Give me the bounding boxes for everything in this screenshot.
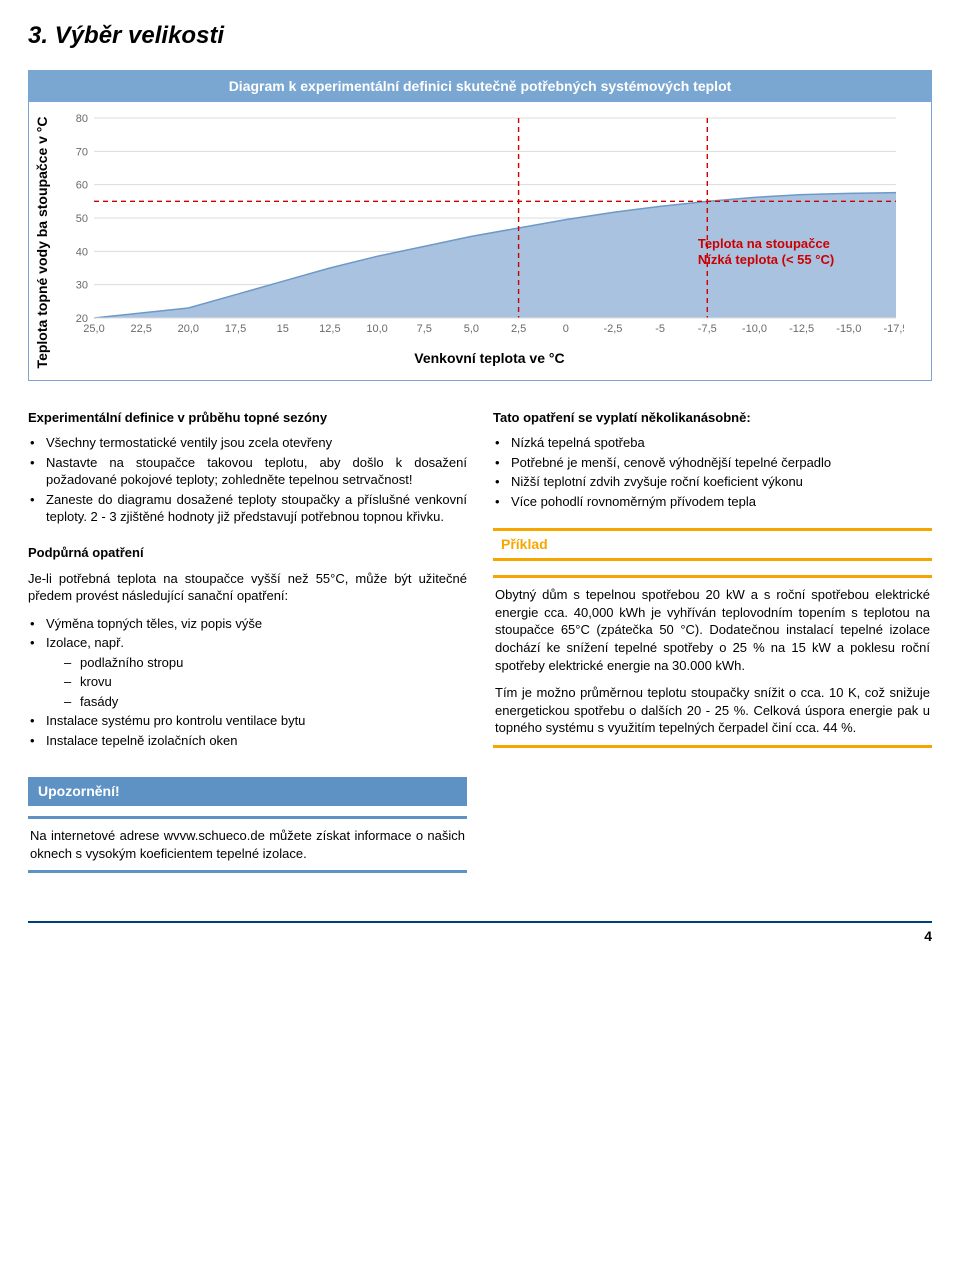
sub-list-item: krovu (64, 673, 467, 691)
chart-container: Diagram k experimentální definici skuteč… (28, 70, 932, 380)
svg-text:-10,0: -10,0 (742, 323, 767, 335)
svg-text:10,0: 10,0 (366, 323, 387, 335)
list-item: Nízká tepelná spotřeba (493, 434, 932, 452)
svg-text:12,5: 12,5 (319, 323, 340, 335)
sub-list: podlažního stropukrovu fasády (46, 654, 467, 711)
left-heading-2: Podpůrná opatření (28, 544, 467, 562)
notice-label: Upozornění! (28, 777, 467, 806)
list-item: Výměna topných těles, viz popis výše (28, 615, 467, 633)
svg-text:7,5: 7,5 (416, 323, 431, 335)
list-item: Více pohodlí rovnoměrným přívodem tepla (493, 493, 932, 511)
list-item: Instalace tepelně izolačních oken (28, 732, 467, 750)
sub-list-item: fasády (64, 693, 467, 711)
svg-text:0: 0 (563, 323, 569, 335)
svg-text:30: 30 (76, 280, 88, 292)
svg-text:22,5: 22,5 (130, 323, 151, 335)
page-number: 4 (924, 928, 932, 944)
svg-text:Teplota na stoupačce: Teplota na stoupačce (698, 236, 830, 251)
example-label: Příklad (493, 528, 932, 561)
svg-text:5,0: 5,0 (464, 323, 479, 335)
svg-text:60: 60 (76, 180, 88, 192)
right-column: Tato opatření se vyplatí několikanásobně… (493, 409, 932, 874)
list-item: Zaneste do diagramu dosažené teploty sto… (28, 491, 467, 526)
svg-text:70: 70 (76, 147, 88, 159)
svg-text:20,0: 20,0 (178, 323, 199, 335)
sub-list-item: podlažního stropu (64, 654, 467, 672)
list-item: Potřebné je menší, cenově výhodnější tep… (493, 454, 932, 472)
chart-x-axis-label: Venkovní teplota ve °C (54, 345, 925, 376)
svg-text:-2,5: -2,5 (603, 323, 622, 335)
content-columns: Experimentální definice v průběhu topné … (28, 409, 932, 874)
chart-svg: 20304050607080Teplota na stoupačceNízká … (54, 110, 904, 340)
svg-text:-12,5: -12,5 (789, 323, 814, 335)
svg-text:-7,5: -7,5 (698, 323, 717, 335)
left-bullets-2: Výměna topných těles, viz popis výšeIzol… (28, 615, 467, 750)
svg-text:40: 40 (76, 247, 88, 259)
left-para-2: Je-li potřebná teplota na stoupačce vyšš… (28, 570, 467, 605)
svg-text:Nízká teplota (< 55 °C): Nízká teplota (< 55 °C) (698, 252, 834, 267)
chart-title: Diagram k experimentální definici skuteč… (29, 71, 931, 102)
chart-y-axis-label: Teplota topné vody ba stoupačce v °C (31, 110, 54, 375)
notice-callout: Upozornění! (28, 777, 467, 806)
notice-box: Na internetové adrese wvvw.schueco.de mů… (28, 816, 467, 873)
svg-text:-5: -5 (655, 323, 665, 335)
list-item: Všechny termostatické ventily jsou zcela… (28, 434, 467, 452)
svg-text:2,5: 2,5 (511, 323, 526, 335)
page-footer: 4 (28, 921, 932, 946)
svg-text:25,0: 25,0 (83, 323, 104, 335)
example-callout: Příklad (493, 528, 932, 561)
svg-text:50: 50 (76, 213, 88, 225)
example-box: Obytný dům s tepelnou spotřebou 20 kW a … (493, 575, 932, 747)
left-heading-1: Experimentální definice v průběhu topné … (28, 409, 467, 427)
example-para-1: Obytný dům s tepelnou spotřebou 20 kW a … (495, 586, 930, 674)
example-para-2: Tím je možno průměrnou teplotu stoupačky… (495, 684, 930, 737)
left-column: Experimentální definice v průběhu topné … (28, 409, 467, 874)
svg-text:-17,5: -17,5 (883, 323, 904, 335)
list-item: Nižší teplotní zdvih zvyšuje roční koefi… (493, 473, 932, 491)
list-item: Izolace, např.podlažního stropukrovufasá… (28, 634, 467, 710)
svg-text:17,5: 17,5 (225, 323, 246, 335)
list-item: Nastavte na stoupačce takovou teplotu, a… (28, 454, 467, 489)
section-title: 3. Výběr velikosti (28, 20, 932, 52)
svg-text:15: 15 (276, 323, 288, 335)
left-bullets-1: Všechny termostatické ventily jsou zcela… (28, 434, 467, 526)
list-item: Instalace systému pro kontrolu ventilace… (28, 712, 467, 730)
right-bullets-1: Nízká tepelná spotřeba Potřebné je menší,… (493, 434, 932, 510)
right-heading-1: Tato opatření se vyplatí několikanásobně… (493, 409, 932, 427)
svg-text:80: 80 (76, 113, 88, 125)
notice-text: Na internetové adrese wvvw.schueco.de mů… (30, 827, 465, 862)
svg-text:-15,0: -15,0 (836, 323, 861, 335)
